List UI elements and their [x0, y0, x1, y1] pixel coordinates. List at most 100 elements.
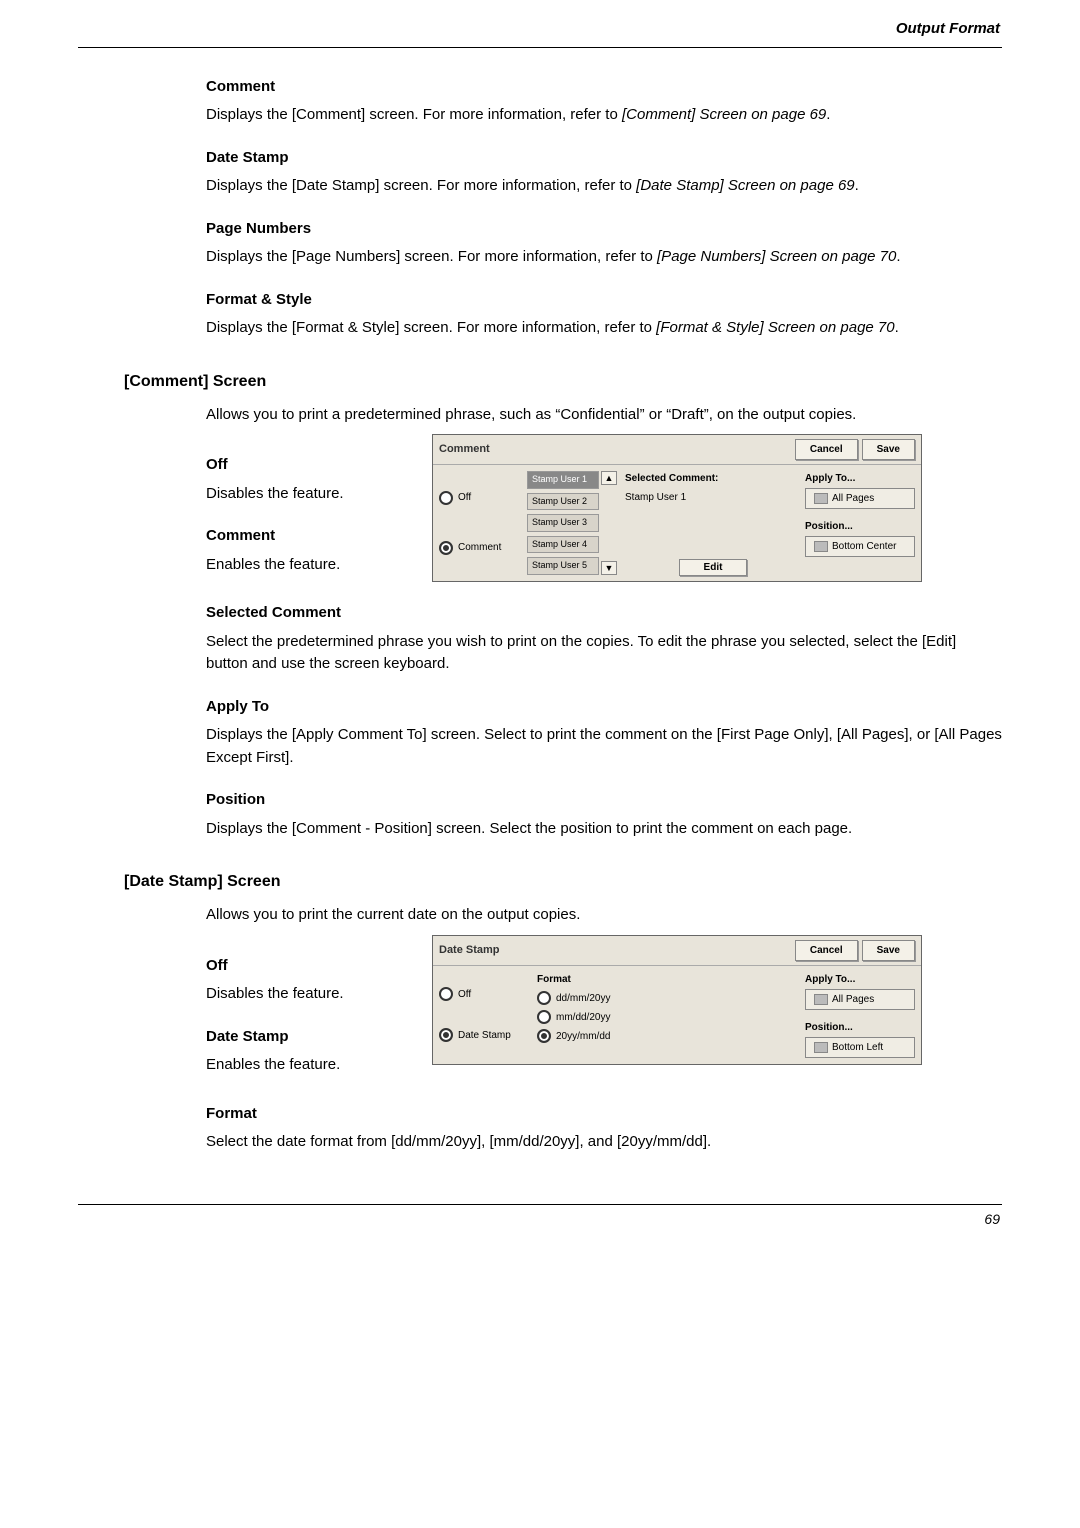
ref-link: [Date Stamp] Screen on page 69: [636, 177, 854, 194]
para-position: Displays the [Comment - Position] screen…: [206, 818, 1002, 841]
heading-selected-comment: Selected Comment: [206, 602, 1002, 625]
text: .: [896, 248, 900, 265]
heading-comment: Comment: [206, 76, 1002, 99]
option-icon: [814, 1042, 828, 1053]
text: .: [855, 177, 859, 194]
cancel-button[interactable]: Cancel: [795, 439, 858, 460]
position-button[interactable]: Bottom Center: [805, 536, 915, 557]
apply-to-value: All Pages: [832, 491, 874, 506]
text: .: [895, 319, 899, 336]
scroll-up-icon[interactable]: ▲: [601, 471, 617, 485]
dialog-header: Comment Cancel Save: [433, 435, 921, 465]
text: Displays the [Page Numbers] screen. For …: [206, 248, 657, 265]
selected-comment-label: Selected Comment:: [625, 471, 797, 486]
selected-comment-value: Stamp User 1: [625, 490, 797, 505]
text: Displays the [Format & Style] screen. Fo…: [206, 319, 656, 336]
apply-to-button[interactable]: All Pages: [805, 488, 915, 509]
apply-to-label: Apply To...: [805, 972, 915, 987]
position-button[interactable]: Bottom Left: [805, 1037, 915, 1058]
para-date-stamp: Displays the [Date Stamp] screen. For mo…: [206, 175, 1002, 198]
radio-label: Off: [458, 490, 471, 505]
radio-format-2[interactable]: mm/dd/20yy: [537, 1010, 797, 1025]
radio-label: Date Stamp: [458, 1028, 511, 1043]
heading-off: Off: [206, 454, 416, 477]
save-button[interactable]: Save: [862, 940, 915, 961]
list-item[interactable]: Stamp User 5: [527, 557, 599, 575]
apply-to-button[interactable]: All Pages: [805, 989, 915, 1010]
para-comment-intro: Allows you to print a predetermined phra…: [206, 404, 1002, 427]
scroll-down-icon[interactable]: ▼: [601, 561, 617, 575]
cancel-button[interactable]: Cancel: [795, 940, 858, 961]
save-button[interactable]: Save: [862, 439, 915, 460]
radio-label: Comment: [458, 540, 501, 555]
radio-format-3[interactable]: 20yy/mm/dd: [537, 1029, 797, 1044]
edit-button[interactable]: Edit: [679, 559, 748, 576]
apply-to-value: All Pages: [832, 992, 874, 1007]
position-label: Position...: [805, 519, 915, 534]
heading-date-stamp-opt: Date Stamp: [206, 1026, 416, 1049]
radio-icon: [537, 991, 551, 1005]
option-icon: [814, 493, 828, 504]
section-date-stamp-screen: [Date Stamp] Screen: [124, 870, 1002, 894]
dialog-comment: Comment Cancel Save Off Comment: [432, 434, 922, 582]
heading-apply-to: Apply To: [206, 696, 1002, 719]
ref-link: [Format & Style] Screen on page 70: [656, 319, 894, 336]
radio-label: Off: [458, 987, 471, 1002]
radio-icon: [439, 987, 453, 1001]
heading-page-numbers: Page Numbers: [206, 218, 1002, 241]
format-label: Format: [537, 972, 797, 987]
radio-format-1[interactable]: dd/mm/20yy: [537, 991, 797, 1006]
heading-position: Position: [206, 789, 1002, 812]
dialog-title: Date Stamp: [439, 942, 791, 959]
para-date-stamp-opt: Enables the feature.: [206, 1054, 416, 1077]
ref-link: [Comment] Screen on page 69: [622, 106, 826, 123]
para-off-2: Disables the feature.: [206, 983, 416, 1006]
para-comment: Displays the [Comment] screen. For more …: [206, 104, 1002, 127]
para-format-style: Displays the [Format & Style] screen. Fo…: [206, 317, 1002, 340]
radio-label: mm/dd/20yy: [556, 1010, 610, 1025]
text: Displays the [Date Stamp] screen. For mo…: [206, 177, 636, 194]
heading-off-2: Off: [206, 955, 416, 978]
position-value: Bottom Center: [832, 539, 896, 554]
para-format: Select the date format from [dd/mm/20yy]…: [206, 1131, 1002, 1154]
apply-to-label: Apply To...: [805, 471, 915, 486]
text: Displays the [Comment] screen. For more …: [206, 106, 622, 123]
page-header: Output Format: [78, 18, 1002, 47]
list-item[interactable]: Stamp User 2: [527, 493, 599, 511]
radio-date-stamp[interactable]: Date Stamp: [439, 1028, 529, 1043]
header-rule: [78, 47, 1002, 48]
para-selected-comment: Select the predetermined phrase you wish…: [206, 631, 1002, 676]
radio-label: dd/mm/20yy: [556, 991, 610, 1006]
section-comment-screen: [Comment] Screen: [124, 370, 1002, 394]
radio-icon: [439, 541, 453, 555]
radio-icon: [439, 1028, 453, 1042]
heading-format-style: Format & Style: [206, 289, 1002, 312]
radio-icon: [537, 1010, 551, 1024]
radio-icon: [537, 1029, 551, 1043]
list-item[interactable]: Stamp User 1: [527, 471, 599, 489]
page-number: 69: [78, 1205, 1002, 1230]
para-date-intro: Allows you to print the current date on …: [206, 904, 1002, 927]
para-apply-to: Displays the [Apply Comment To] screen. …: [206, 724, 1002, 769]
heading-date-stamp: Date Stamp: [206, 147, 1002, 170]
para-page-numbers: Displays the [Page Numbers] screen. For …: [206, 246, 1002, 269]
radio-off[interactable]: Off: [439, 490, 519, 505]
text: .: [826, 106, 830, 123]
dialog-date-stamp: Date Stamp Cancel Save Off Date Stamp: [432, 935, 922, 1065]
heading-format: Format: [206, 1103, 1002, 1126]
dialog-header: Date Stamp Cancel Save: [433, 936, 921, 966]
dialog-title: Comment: [439, 441, 791, 458]
radio-off[interactable]: Off: [439, 987, 529, 1002]
list-item[interactable]: Stamp User 3: [527, 514, 599, 532]
para-off: Disables the feature.: [206, 483, 416, 506]
heading-comment-opt: Comment: [206, 525, 416, 548]
list-item[interactable]: Stamp User 4: [527, 536, 599, 554]
radio-label: 20yy/mm/dd: [556, 1029, 610, 1044]
position-value: Bottom Left: [832, 1040, 883, 1055]
option-icon: [814, 994, 828, 1005]
radio-comment[interactable]: Comment: [439, 540, 519, 555]
para-comment-opt: Enables the feature.: [206, 554, 416, 577]
option-icon: [814, 541, 828, 552]
position-label: Position...: [805, 1020, 915, 1035]
radio-icon: [439, 491, 453, 505]
